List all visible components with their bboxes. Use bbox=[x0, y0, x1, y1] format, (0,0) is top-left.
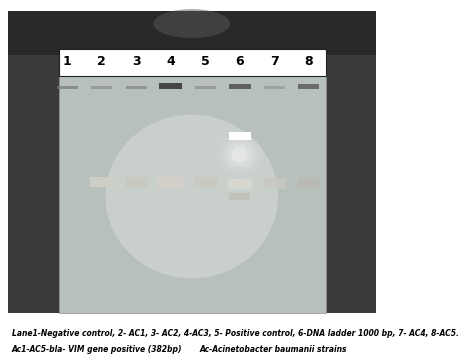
Bar bbox=[263, 178, 286, 189]
Text: 2: 2 bbox=[97, 55, 106, 68]
Text: Lane1-Negative control, 2- AC1, 3- AC2, 4-AC3, 5- Positive control, 6-DNA ladder: Lane1-Negative control, 2- AC1, 3- AC2, … bbox=[11, 329, 458, 337]
Bar bbox=[125, 177, 147, 187]
Bar bbox=[228, 179, 252, 189]
Bar bbox=[298, 178, 319, 187]
Bar bbox=[228, 132, 251, 140]
Bar bbox=[158, 177, 183, 189]
Bar bbox=[56, 86, 78, 89]
Bar bbox=[195, 86, 216, 89]
Bar bbox=[90, 177, 113, 187]
Text: 4: 4 bbox=[166, 55, 175, 68]
Bar bbox=[229, 193, 250, 200]
Bar bbox=[194, 177, 217, 187]
Bar bbox=[8, 11, 376, 313]
Ellipse shape bbox=[217, 133, 263, 177]
Bar bbox=[298, 84, 319, 89]
Bar bbox=[59, 73, 326, 313]
Ellipse shape bbox=[222, 138, 257, 171]
Text: 3: 3 bbox=[132, 55, 140, 68]
Bar bbox=[228, 84, 251, 89]
Text: 8: 8 bbox=[304, 55, 313, 68]
Bar bbox=[264, 86, 285, 89]
Text: Ac1-AC5-bla- VIM gene positive (382bp): Ac1-AC5-bla- VIM gene positive (382bp) bbox=[11, 345, 182, 354]
Text: 1: 1 bbox=[63, 55, 72, 68]
Text: Ac-Acinetobacter baumanii strains: Ac-Acinetobacter baumanii strains bbox=[200, 345, 347, 354]
Ellipse shape bbox=[105, 115, 278, 278]
Bar bbox=[91, 86, 112, 89]
Bar bbox=[159, 83, 182, 89]
Text: 6: 6 bbox=[236, 55, 244, 68]
Bar bbox=[8, 11, 376, 55]
Ellipse shape bbox=[154, 9, 230, 38]
Bar bbox=[59, 49, 326, 76]
Text: 5: 5 bbox=[201, 55, 210, 68]
Ellipse shape bbox=[232, 147, 248, 162]
Bar bbox=[126, 86, 146, 89]
Ellipse shape bbox=[227, 143, 252, 167]
Text: 7: 7 bbox=[270, 55, 279, 68]
